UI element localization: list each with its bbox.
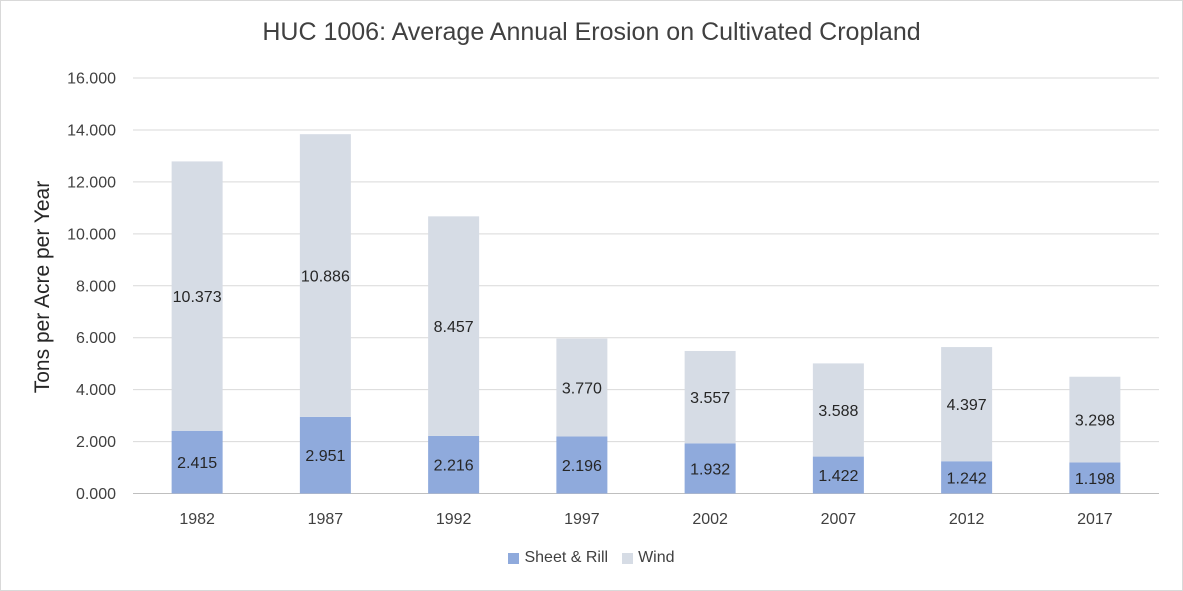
x-tick-label: 2012 (949, 511, 985, 528)
y-tick-label: 0.000 (76, 486, 116, 503)
x-tick-label: 1997 (564, 511, 600, 528)
bar-sheet-rill (299, 416, 351, 494)
data-label-wind: 3.770 (562, 381, 602, 398)
x-tick-label: 1987 (308, 511, 344, 528)
legend-item-sheet-rill: Sheet & Rill (508, 549, 608, 567)
legend-label-wind: Wind (638, 549, 675, 566)
data-label-wind: 8.457 (434, 319, 474, 336)
data-label-sheet-rill: 1.422 (818, 468, 858, 485)
legend-swatch-wind (622, 552, 634, 564)
bar-sheet-rill (428, 435, 480, 494)
data-label-wind: 3.588 (818, 403, 858, 420)
y-tick-label: 12.000 (67, 174, 116, 191)
legend-label-sheet-rill: Sheet & Rill (524, 549, 609, 566)
y-tick-label: 6.000 (76, 330, 116, 347)
bar-sheet-rill (171, 430, 223, 494)
bar-sheet-rill (812, 456, 864, 494)
legend-item-wind: Wind (622, 549, 675, 567)
legend: Sheet & Rill Wind (0, 549, 1183, 567)
bar-wind (428, 216, 480, 436)
bar-wind (941, 347, 993, 462)
bar-sheet-rill (556, 436, 608, 494)
x-tick-label: 1992 (436, 511, 472, 528)
y-tick-label: 8.000 (76, 278, 116, 295)
x-tick-label: 2002 (692, 511, 728, 528)
data-label-wind: 10.373 (173, 289, 222, 306)
y-tick-label: 14.000 (67, 122, 116, 139)
bar-wind (556, 338, 608, 437)
y-tick-label: 2.000 (76, 434, 116, 451)
data-label-wind: 4.397 (947, 397, 987, 414)
bar-wind (812, 363, 864, 457)
data-label-sheet-rill: 1.198 (1075, 471, 1115, 488)
data-label-wind: 3.298 (1075, 413, 1115, 430)
data-label-sheet-rill: 2.216 (434, 458, 474, 475)
x-tick-label: 2007 (821, 511, 857, 528)
x-tick-label: 1982 (179, 511, 215, 528)
y-tick-label: 4.000 (76, 382, 116, 399)
y-tick-label: 10.000 (67, 226, 116, 243)
bar-wind (171, 161, 223, 431)
data-label-sheet-rill: 2.196 (562, 458, 602, 475)
data-label-sheet-rill: 1.932 (690, 461, 730, 478)
data-label-sheet-rill: 2.951 (305, 448, 345, 465)
data-label-sheet-rill: 1.242 (947, 470, 987, 487)
data-label-sheet-rill: 2.415 (177, 455, 217, 472)
bar-sheet-rill (941, 461, 993, 494)
bar-sheet-rill (684, 443, 736, 494)
bar-wind (1069, 376, 1121, 463)
bar-wind (299, 134, 351, 417)
data-label-wind: 10.886 (301, 269, 350, 286)
bar-sheet-rill (1069, 462, 1121, 494)
legend-swatch-sheet-rill (508, 552, 520, 564)
data-label-wind: 3.557 (690, 390, 730, 407)
chart-title: HUC 1006: Average Annual Erosion on Cult… (262, 18, 921, 46)
x-tick-label: 2017 (1077, 511, 1113, 528)
y-tick-label: 16.000 (67, 71, 116, 88)
bar-wind (684, 350, 736, 444)
